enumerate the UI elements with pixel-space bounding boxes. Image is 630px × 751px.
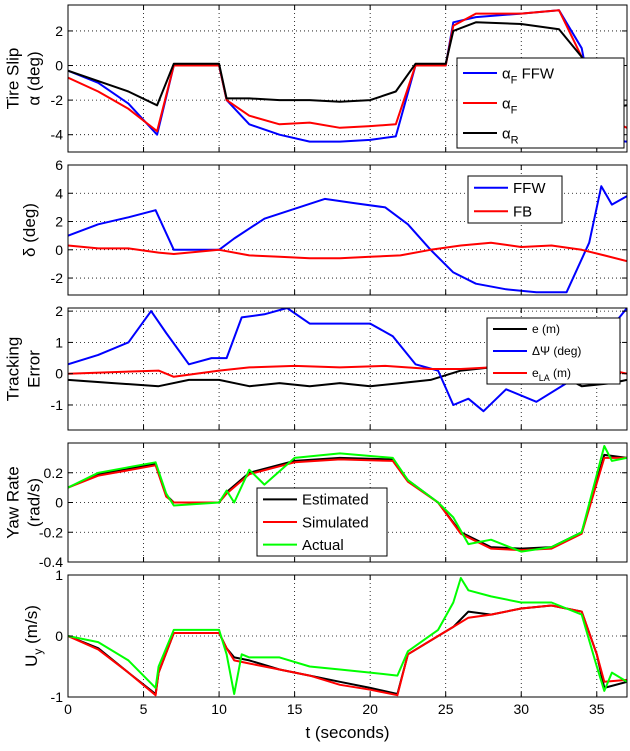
y-axis-label: (rad/s) xyxy=(25,478,44,527)
x-tick-label: 25 xyxy=(438,701,454,717)
panel-1: -4 -2 0 2 Tire Slip α (deg) αF FFW αF αR xyxy=(4,4,628,153)
legend-label: e (m) xyxy=(532,322,560,336)
series-line-3 xyxy=(68,577,627,695)
axes-frame xyxy=(67,4,628,153)
series-line-2 xyxy=(68,9,627,145)
y-tick-label: 0 xyxy=(55,495,63,511)
y-tick-label: 0 xyxy=(55,242,63,258)
axes-frame xyxy=(67,307,628,431)
y-tick-label: -4 xyxy=(51,127,64,143)
legend-label: Actual xyxy=(302,537,344,554)
y-tick-label: -0.4 xyxy=(39,554,63,570)
y-tick-label: -0.2 xyxy=(39,524,63,540)
y-axis-label: Yaw Rate xyxy=(4,466,23,538)
series-line-3 xyxy=(68,21,627,110)
legend-label: eLA (m) xyxy=(532,366,571,383)
series-line-2 xyxy=(68,604,627,697)
x-tick-label: 10 xyxy=(211,701,227,717)
legend: FFW FB xyxy=(467,175,563,224)
y-axis-label: δ (deg) xyxy=(20,203,39,257)
legend-label: Estimated xyxy=(302,492,369,509)
series-line-1 xyxy=(68,185,627,294)
y-tick-label: 4 xyxy=(55,185,63,201)
y-tick-label: 2 xyxy=(55,303,63,319)
x-tick-label: 20 xyxy=(362,701,378,717)
panel-3: -1 0 1 2 Tracking Error e (m) ΔΨ (deg) eLA (m) xyxy=(4,303,628,431)
y-tick-label: 0 xyxy=(55,366,63,382)
y-tick-label: 2 xyxy=(55,214,63,230)
x-tick-label: 30 xyxy=(513,701,529,717)
y-tick-label: 1 xyxy=(55,567,63,583)
legend-label: Simulated xyxy=(302,514,369,531)
x-tick-label: 35 xyxy=(589,701,605,717)
x-tick-label: 0 xyxy=(64,701,72,717)
x-tick-label: 5 xyxy=(140,701,148,717)
x-axis-label: t (seconds) xyxy=(305,723,389,742)
legend-label: αF xyxy=(502,95,518,116)
legend-label: ΔΨ (deg) xyxy=(532,344,581,358)
y-tick-label: -1 xyxy=(51,397,64,413)
legend-label: FB xyxy=(513,204,532,221)
series-line-2 xyxy=(68,241,627,263)
series-line-2 xyxy=(68,308,627,413)
y-tick-label: -2 xyxy=(51,270,64,286)
y-tick-label: 2 xyxy=(55,23,63,39)
legend-label: FFW xyxy=(513,180,546,197)
y-tick-label: -2 xyxy=(51,92,64,108)
y-tick-label: -1 xyxy=(51,689,64,705)
y-tick-label: 0 xyxy=(55,628,63,644)
axes-frame xyxy=(67,164,628,296)
plot-area xyxy=(68,575,627,697)
y-tick-label: 0 xyxy=(55,58,63,74)
y-axis-label: Error xyxy=(25,350,44,388)
y-tick-label: 1 xyxy=(55,334,63,350)
panel-4: -0.4 -0.2 0 0.2 Yaw Rate (rad/s) Estimated Simu… xyxy=(4,442,628,570)
panel-2: -2 0 2 4 6 δ (deg) FFW FB xyxy=(20,157,628,296)
legend: e (m) ΔΨ (deg) eLA (m) xyxy=(486,317,621,385)
legend-label: αF FFW xyxy=(502,65,555,86)
y-tick-label: 0.2 xyxy=(44,465,64,481)
legend: αF FFW αF αR xyxy=(456,57,625,149)
legend: Estimated Simulated Actual xyxy=(256,487,388,557)
y-axis-label: Tracking xyxy=(4,337,23,402)
x-tick-label: 15 xyxy=(287,701,303,717)
y-axis-label: Uy (m/s) xyxy=(22,605,45,667)
y-axis-label: Tire Slip xyxy=(4,48,23,110)
legend-label: αR xyxy=(502,125,519,146)
series-line-3 xyxy=(68,445,627,553)
y-tick-label: 6 xyxy=(55,157,63,173)
y-axis-label: α (deg) xyxy=(25,51,44,105)
legend-box xyxy=(467,175,563,224)
